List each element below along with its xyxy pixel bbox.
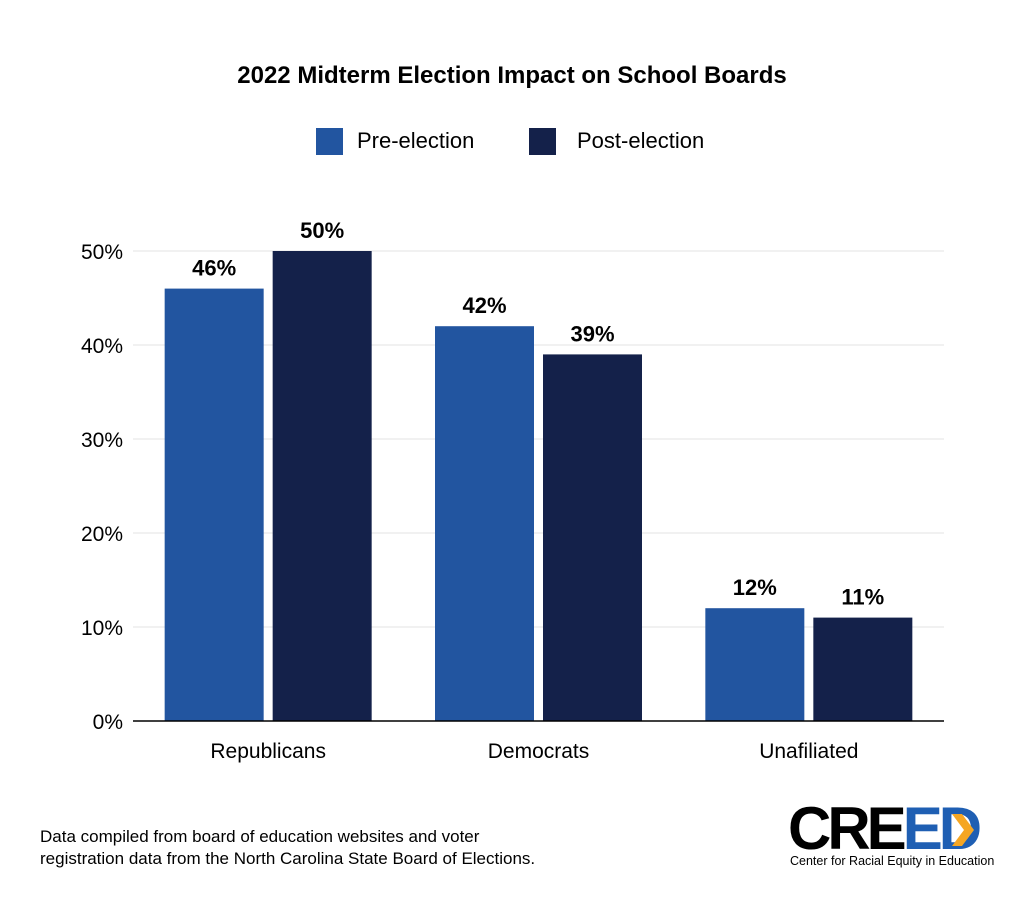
x-tick-label: Unafiliated [759,740,858,763]
source-line-2: registration data from the North Carolin… [40,849,536,868]
data-label: 12% [733,575,777,600]
source-line-1: Data compiled from board of education we… [40,827,480,846]
y-tick-label: 50% [81,241,123,264]
data-label: 42% [462,293,506,318]
bar [705,608,805,721]
y-tick-label: 40% [81,335,123,358]
data-label: 46% [192,256,236,281]
logo-text-main: CRE [788,795,907,862]
bar [813,617,913,721]
y-tick-label: 30% [81,429,123,452]
legend-item-pre-election: Pre-election [316,126,474,156]
bar-chart: 0% 10% 20% 30% 40% 50% 46% 50% Republicans 42% 39%… [81,218,944,763]
logo-tagline: Center for Racial Equity in Education [790,854,995,868]
bar [543,354,642,721]
x-tick-label: Democrats [488,740,590,763]
legend-label-pre-election: Pre-election [357,128,475,153]
source-note: Data compiled from board of education we… [40,826,535,870]
chart-title: 2022 Midterm Election Impact on School B… [237,62,787,89]
legend: Pre-election Post-election [0,126,1024,156]
legend-swatch-post-election [529,127,556,155]
data-label: 11% [841,585,884,610]
data-label: 39% [570,321,614,346]
logo-arrow-icon [952,814,974,846]
bar [435,326,534,721]
y-tick-label: 20% [81,523,123,546]
x-tick-label: Republicans [210,740,326,763]
y-tick-label: 10% [81,617,123,640]
legend-item-post-election: Post-election [529,126,704,156]
y-tick-label: 0% [93,711,123,734]
bar [272,251,372,721]
legend-label-post-election: Post-election [577,128,705,153]
data-label: 50% [300,218,344,243]
legend-swatch-pre-election [316,127,343,155]
creed-logo: CREED Center for Racial Equity in Educat… [786,795,994,870]
bar [164,288,264,721]
